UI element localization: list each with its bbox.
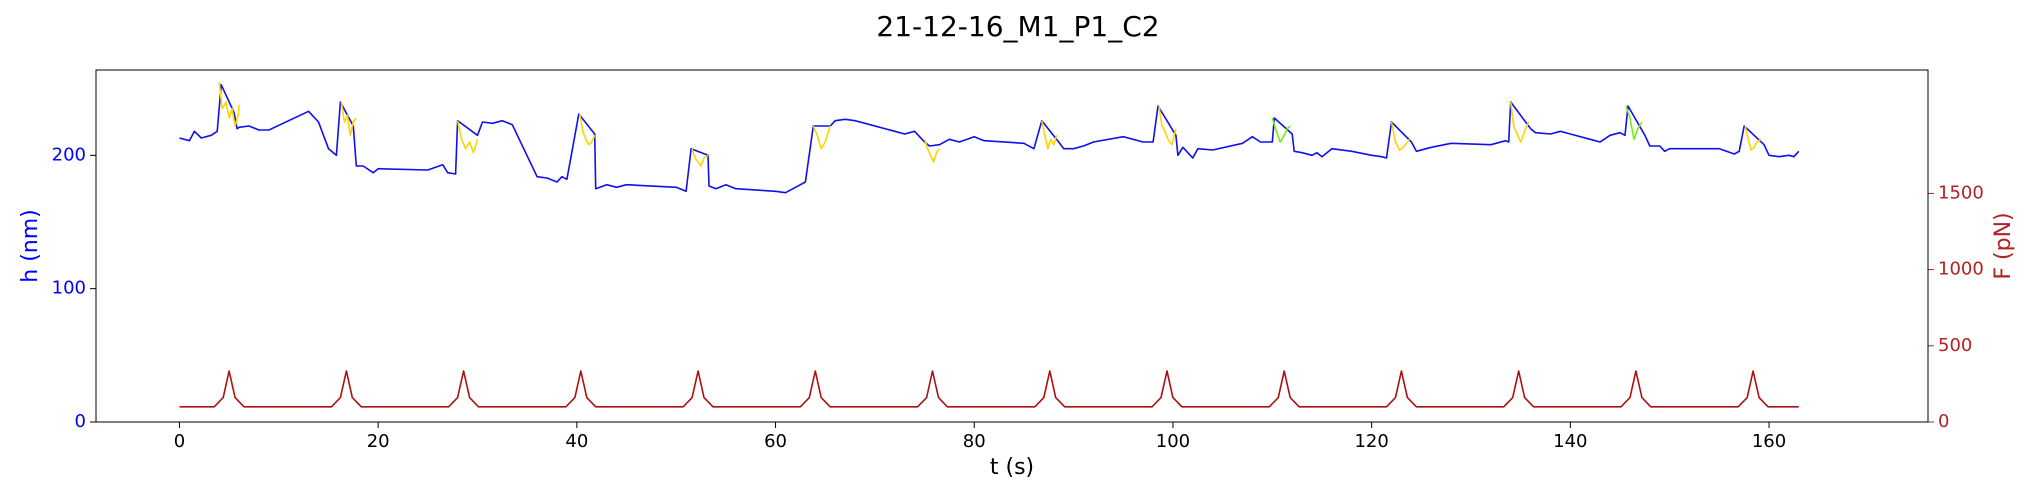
x-tick-label: 20: [367, 431, 390, 452]
y-tick-label: 200: [52, 144, 86, 165]
data-line: [218, 81, 1762, 167]
data-line: [179, 83, 1800, 194]
chart-title: 21-12-16_M1_P1_C2: [876, 10, 1159, 43]
x-tick-label: 160: [1752, 431, 1786, 452]
y-axis-label: h (nm): [18, 209, 43, 282]
y-tick-label: 0: [75, 411, 86, 432]
y-tick-label: 100: [52, 278, 86, 299]
y2-tick-label: 500: [1938, 335, 1972, 356]
x-tick-label: 40: [565, 431, 588, 452]
x-tick-label: 0: [174, 431, 185, 452]
y2-tick-label: 1500: [1938, 182, 1984, 203]
x-tick-label: 80: [963, 431, 986, 452]
x-tick-label: 60: [764, 431, 787, 452]
y2-axis-label: F (pN): [1991, 212, 2016, 279]
y2-tick-label: 0: [1938, 411, 1949, 432]
x-axis-label: t (s): [990, 455, 1034, 480]
plot-frame: [95, 69, 1929, 423]
y2-tick-label: 1000: [1938, 259, 1984, 280]
data-line: [1271, 105, 1643, 143]
x-tick-label: 140: [1553, 431, 1587, 452]
data-line: [179, 370, 1799, 408]
x-tick-label: 100: [1156, 431, 1190, 452]
x-tick-label: 120: [1354, 431, 1388, 452]
